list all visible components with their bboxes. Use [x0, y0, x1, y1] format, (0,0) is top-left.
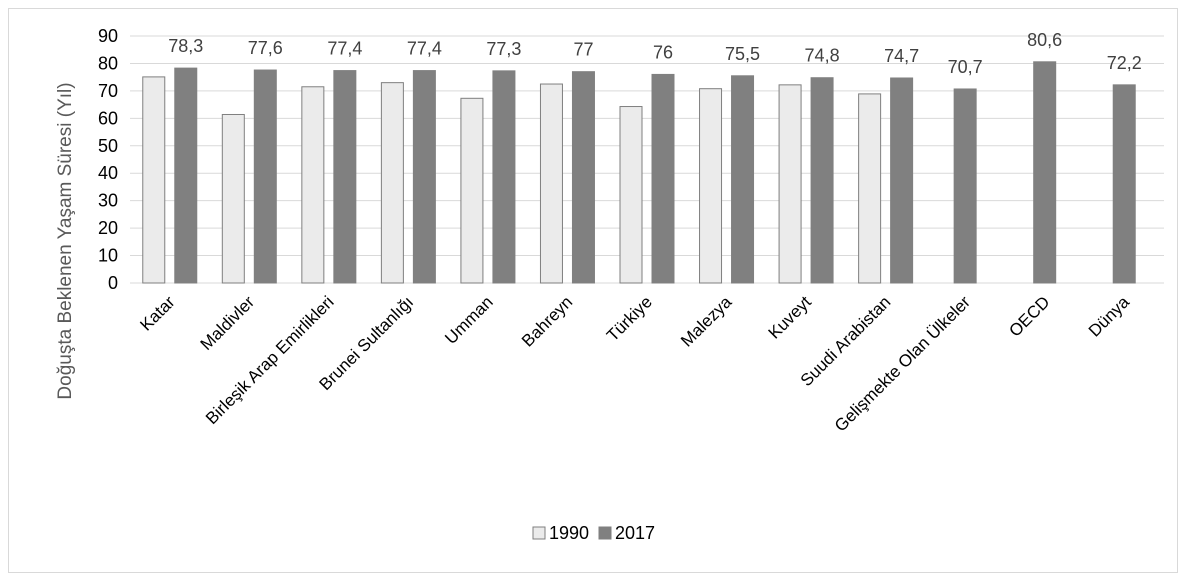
bar-2017	[1033, 61, 1057, 284]
data-label-2017: 72,2	[1107, 53, 1142, 73]
data-label-2017: 76	[653, 42, 673, 62]
bar-2017	[253, 69, 277, 284]
bar-2017	[810, 77, 834, 284]
bar-1990	[699, 88, 723, 284]
x-category-label: Malezya	[677, 292, 736, 351]
bar-1990	[142, 76, 166, 284]
bar-2017	[651, 73, 675, 284]
x-category-label: Dünya	[1085, 292, 1134, 341]
bar-2017	[333, 70, 357, 284]
data-label-2017: 74,8	[805, 46, 840, 66]
legend-swatch-2017	[598, 526, 612, 540]
legend-label: 2017	[615, 523, 655, 543]
data-label-2017: 70,7	[948, 57, 983, 77]
x-category-label: Maldivler	[197, 292, 259, 354]
bar-2017	[890, 77, 914, 284]
y-tick-label: 10	[98, 246, 118, 266]
x-category-label: Birleşik Arap Emirlikleri	[202, 292, 338, 428]
x-category-label: Katar	[136, 292, 178, 334]
y-tick-label: 70	[98, 81, 118, 101]
bar-2017	[571, 71, 595, 284]
data-label-2017: 77	[573, 40, 593, 60]
y-tick-label: 90	[98, 26, 118, 46]
data-label-2017: 77,4	[327, 39, 362, 59]
bar-2017	[1112, 84, 1136, 284]
bar-1990	[301, 86, 325, 284]
data-label-2017: 75,5	[725, 44, 760, 64]
gridlines	[130, 35, 1164, 284]
x-category-label: Gelişmekte Olan Ülkeler	[831, 292, 974, 435]
bar-2017	[174, 67, 198, 284]
bar-1990	[778, 84, 802, 284]
y-tick-label: 40	[98, 163, 118, 183]
bar-1990	[460, 97, 484, 284]
y-tick-label: 80	[98, 53, 118, 73]
bar-1990	[858, 93, 882, 284]
bar-2017	[953, 88, 977, 284]
y-tick-label: 20	[98, 218, 118, 238]
bar-2017	[492, 70, 516, 284]
x-category-label: OECD	[1005, 292, 1053, 340]
x-category-label: Kuveyt	[765, 292, 815, 342]
data-label-2017: 77,6	[248, 38, 283, 58]
data-label-2017: 77,3	[486, 39, 521, 59]
bars	[142, 61, 1136, 284]
data-label-2017: 80,6	[1027, 30, 1062, 50]
bar-1990	[539, 83, 563, 284]
y-tick-label: 60	[98, 108, 118, 128]
bar-1990	[221, 113, 245, 284]
chart-frame: 0 10 20 30 40 50 60 70 80 90 78,3 77,6 77,4 77,4 77,3…	[8, 8, 1178, 573]
bar-chart: 0 10 20 30 40 50 60 70 80 90 78,3 77,6 77,4 77,4 77,3…	[55, 26, 1164, 543]
data-label-2017: 78,3	[168, 36, 203, 56]
y-tick-label: 50	[98, 136, 118, 156]
bar-1990	[380, 82, 404, 284]
data-label-2017: 77,4	[407, 39, 442, 59]
legend-label: 1990	[549, 523, 589, 543]
bar-2017	[412, 70, 436, 284]
x-category-label: Türkiye	[603, 292, 656, 345]
y-axis-label: Doğuşta Beklenen Yaşam Süresi (Yıl)	[55, 82, 76, 399]
y-tick-label: 0	[108, 273, 118, 293]
legend: 1990 2017	[532, 523, 655, 543]
bar-1990	[619, 106, 643, 284]
y-tick-label: 30	[98, 191, 118, 211]
data-labels: 78,3 77,6 77,4 77,4 77,3 77 76 75,5 74,8 74,7 70,7…	[168, 30, 1142, 77]
x-category-label: Bahreyn	[518, 292, 576, 350]
data-label-2017: 74,7	[884, 46, 919, 66]
legend-swatch-1990	[532, 526, 546, 540]
bar-2017	[731, 75, 755, 284]
x-category-label: Umman	[441, 292, 497, 348]
y-axis-ticks: 0 10 20 30 40 50 60 70 80 90	[98, 26, 118, 293]
